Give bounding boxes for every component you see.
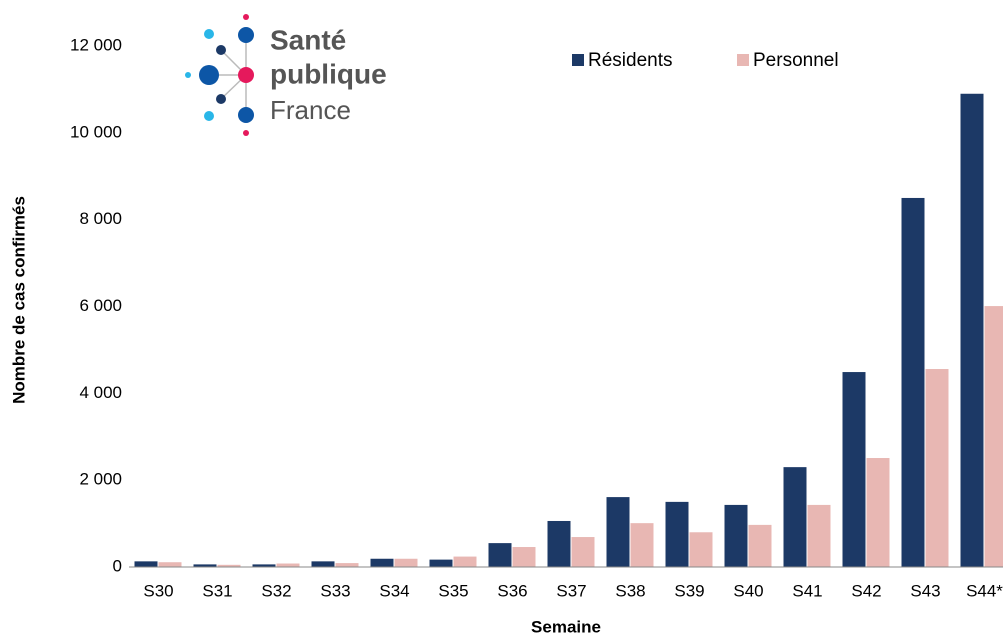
x-tick-label: S44* [966,581,1003,600]
logo-dot [204,29,214,39]
bar [984,306,1003,567]
bar [370,558,394,567]
y-tick-label: 0 [113,556,122,575]
bar [748,524,772,567]
x-tick-label: S38 [615,581,645,600]
bar [901,197,925,568]
bar [960,93,984,567]
x-tick-label: S31 [202,581,232,600]
x-tick-label: S37 [556,581,586,600]
bar [217,564,241,567]
x-tick-label: S40 [733,581,763,600]
logo-dot [238,107,254,123]
bar [453,556,477,567]
bar [783,467,807,567]
bar [689,532,713,567]
y-axis-title: Nombre de cas confirmés [9,196,28,404]
bar [547,520,571,567]
bar [866,458,890,567]
bar [429,559,453,567]
bar [512,547,536,567]
y-tick-label: 2 000 [79,470,122,489]
bar [665,501,689,567]
bar [488,543,512,567]
bar [193,564,217,567]
bar [571,537,595,567]
x-tick-label: S30 [143,581,173,600]
logo: Santé publique France [185,14,387,136]
bar [630,523,654,567]
logo-dot [238,27,254,43]
bar [158,562,182,567]
x-axis-title: Semaine [531,617,601,636]
bar [335,563,359,567]
logo-dot [243,130,249,136]
bar [606,497,630,567]
x-tick-label: S36 [497,581,527,600]
bar [276,563,300,567]
logo-dot [216,45,226,55]
bar [311,561,335,567]
logo-dot [199,65,219,85]
logo-text: Santé [270,24,346,55]
x-tick-label: S42 [851,581,881,600]
logo-dot [216,94,226,104]
bar [394,558,418,567]
legend-label: Résidents [588,50,673,71]
y-tick-label: 12 000 [70,35,122,54]
x-tick-label: S35 [438,581,468,600]
logo-dot [238,67,254,83]
x-tick-label: S34 [379,581,409,600]
legend-label: Personnel [753,50,839,71]
y-tick-label: 6 000 [79,296,122,315]
y-tick-label: 10 000 [70,122,122,141]
bar [252,564,276,567]
logo-dot [204,111,214,121]
x-tick-label: S39 [674,581,704,600]
bar [134,561,158,567]
bar [724,504,748,567]
logo-text: France [270,95,351,125]
x-tick-label: S41 [792,581,822,600]
bar [807,504,831,567]
bar [842,372,866,567]
y-tick-label: 4 000 [79,383,122,402]
y-tick-label: 8 000 [79,209,122,228]
legend-swatch [572,54,584,66]
x-tick-label: S33 [320,581,350,600]
logo-dot [185,72,191,78]
x-tick-label: S32 [261,581,291,600]
logo-text: publique [270,58,387,89]
legend-swatch [737,54,749,66]
x-tick-label: S43 [910,581,940,600]
bar [925,369,949,567]
logo-dot [243,14,249,20]
